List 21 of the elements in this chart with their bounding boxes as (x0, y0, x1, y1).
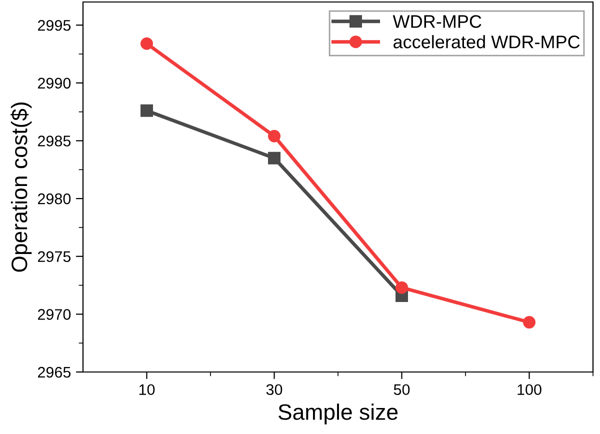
x-axis-title: Sample size (278, 404, 398, 424)
legend-label: accelerated WDR-MPC (394, 35, 580, 48)
x-tick-label: 30 (266, 384, 282, 396)
y-axis-title: Operation cost($) (10, 102, 32, 272)
x-tick-label: 50 (394, 384, 410, 396)
point (523, 316, 536, 329)
legend-label: WDR-MPC (392, 15, 482, 28)
point (140, 37, 153, 50)
y-tick-label: 2985 (38, 136, 71, 146)
point (268, 152, 280, 164)
y-tick-label: 2965 (38, 366, 71, 378)
point (140, 104, 153, 117)
point (396, 281, 408, 294)
y-tick-label: 2990 (38, 78, 71, 89)
x-tick-label: 100 (518, 384, 542, 396)
y-tick-label: 2975 (38, 251, 71, 262)
x-tick-label: 10 (139, 384, 155, 396)
y-tick-label: 2980 (38, 193, 71, 204)
point (268, 130, 280, 142)
y-tick-label: 2995 (38, 20, 71, 31)
y-tick-label: 2970 (38, 309, 71, 320)
